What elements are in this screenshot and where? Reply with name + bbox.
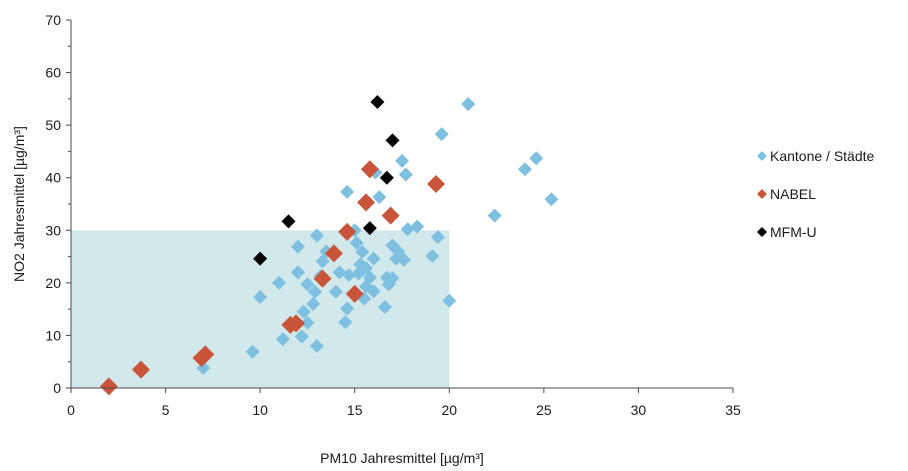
data-point (362, 221, 377, 236)
data-point (370, 95, 385, 110)
data-point (398, 167, 413, 182)
data-point (324, 244, 343, 263)
data-point (253, 251, 268, 266)
data-point (377, 300, 392, 315)
y-tick-label: 30 (45, 222, 61, 238)
axes: 0 10 20 30 40 50 60 70 0 5 10 15 20 25 30 35 (45, 12, 741, 418)
data-point (372, 190, 387, 205)
data-point (131, 360, 150, 379)
data-point (328, 284, 343, 299)
x-tick-label: 0 (67, 402, 75, 418)
legend-marker (757, 227, 767, 237)
data-point (461, 97, 476, 112)
x-tick-label: 35 (725, 402, 741, 418)
data-point (366, 251, 381, 266)
data-point (360, 160, 379, 179)
data-point (313, 269, 332, 288)
data-point (300, 315, 315, 330)
data-point (349, 235, 364, 250)
data-point (385, 271, 400, 286)
data-point (396, 252, 411, 267)
x-tick-label: 20 (441, 402, 457, 418)
data-point (381, 206, 400, 225)
legend-label: MFM-U (770, 224, 817, 240)
data-point (391, 244, 406, 259)
legend-label: Kantone / Städte (770, 148, 875, 164)
data-point (355, 244, 370, 259)
data-point (307, 284, 322, 299)
data-point (296, 304, 311, 319)
y-tick-label: 50 (45, 117, 61, 133)
data-point (309, 338, 324, 353)
y-tick-label: 70 (45, 12, 61, 28)
data-point (196, 345, 215, 364)
y-tick-label: 40 (45, 170, 61, 186)
data-point (342, 267, 357, 282)
data-point (306, 296, 321, 311)
data-point (425, 249, 440, 264)
data-point (281, 214, 296, 229)
data-point (275, 332, 290, 347)
data-point (290, 265, 305, 280)
data-point (430, 230, 445, 245)
data-point (272, 275, 287, 290)
data-point (309, 228, 324, 243)
x-tick-label: 10 (252, 402, 268, 418)
data-point (253, 290, 268, 305)
data-point (442, 293, 457, 308)
data-point (362, 270, 377, 285)
x-tick-label: 5 (162, 402, 170, 418)
data-point (319, 244, 334, 259)
legend-marker (757, 189, 767, 199)
data-point (379, 170, 394, 185)
y-tick-label: 10 (45, 327, 61, 343)
x-tick-label: 15 (347, 402, 363, 418)
x-tick-label: 25 (536, 402, 552, 418)
y-axis-title: NO2 Jahresmittel [µg/m³] (11, 126, 27, 282)
data-point (340, 184, 355, 199)
data-point (290, 239, 305, 254)
legend-marker (757, 151, 767, 161)
data-point (427, 175, 446, 194)
data-point (410, 219, 425, 234)
y-tick-label: 0 (53, 380, 61, 396)
legend: Kantone / Städte NABEL MFM-U (757, 148, 875, 240)
data-point (294, 329, 309, 344)
data-point (517, 162, 532, 177)
data-point (529, 151, 544, 166)
data-point (287, 314, 306, 333)
data-point (245, 344, 260, 359)
data-point (357, 193, 376, 212)
data-point (338, 315, 353, 330)
data-point (544, 192, 559, 207)
data-point (340, 301, 355, 316)
data-point (487, 208, 502, 223)
data-points (99, 95, 559, 396)
data-point (300, 277, 315, 292)
y-tick-label: 60 (45, 65, 61, 81)
legend-label: NABEL (770, 186, 816, 202)
data-point (99, 377, 118, 396)
x-tick-label: 30 (631, 402, 647, 418)
data-point (395, 153, 409, 168)
data-point (385, 133, 400, 148)
data-point (338, 222, 357, 241)
x-axis-title: PM10 Jahresmittel [µg/m³] (320, 450, 484, 466)
data-point (345, 284, 364, 303)
data-point (366, 284, 381, 299)
data-point (434, 127, 449, 142)
y-tick-label: 20 (45, 275, 61, 291)
